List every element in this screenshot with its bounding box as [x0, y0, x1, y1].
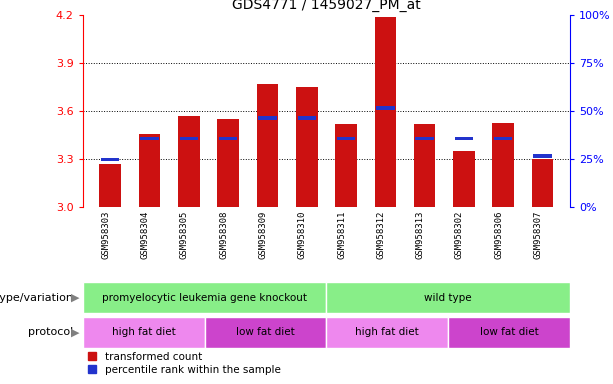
- Bar: [326, 282, 570, 313]
- Bar: [335, 124, 357, 207]
- Title: GDS4771 / 1459027_PM_at: GDS4771 / 1459027_PM_at: [232, 0, 421, 12]
- Bar: [492, 122, 514, 207]
- Bar: [257, 84, 278, 207]
- Text: GSM958305: GSM958305: [180, 211, 189, 259]
- Bar: [494, 137, 512, 140]
- Text: genotype/variation: genotype/variation: [0, 293, 77, 303]
- Text: ▶: ▶: [71, 293, 80, 303]
- Bar: [414, 124, 435, 207]
- Bar: [453, 151, 475, 207]
- Text: GSM958308: GSM958308: [219, 211, 228, 259]
- Bar: [448, 317, 570, 348]
- Text: high fat diet: high fat diet: [356, 327, 419, 337]
- Bar: [258, 116, 276, 119]
- Text: GSM958302: GSM958302: [455, 211, 464, 259]
- Bar: [140, 137, 159, 140]
- Bar: [297, 116, 316, 119]
- Bar: [533, 154, 552, 158]
- Bar: [101, 157, 120, 161]
- Bar: [531, 159, 554, 207]
- Text: GSM958307: GSM958307: [533, 211, 543, 259]
- Bar: [376, 106, 395, 110]
- Legend: transformed count, percentile rank within the sample: transformed count, percentile rank withi…: [88, 352, 281, 375]
- Bar: [219, 137, 237, 140]
- Text: GSM958304: GSM958304: [140, 211, 150, 259]
- Bar: [218, 119, 239, 207]
- Bar: [416, 137, 434, 140]
- Text: GSM958309: GSM958309: [259, 211, 267, 259]
- Text: high fat diet: high fat diet: [112, 327, 175, 337]
- Bar: [455, 137, 473, 140]
- Text: ▶: ▶: [71, 327, 80, 337]
- Bar: [83, 282, 326, 313]
- Bar: [375, 17, 396, 207]
- Text: low fat diet: low fat diet: [480, 327, 539, 337]
- Text: protocol: protocol: [28, 327, 77, 337]
- Text: GSM958310: GSM958310: [298, 211, 306, 259]
- Bar: [139, 134, 161, 207]
- Bar: [296, 88, 318, 207]
- Text: low fat diet: low fat diet: [236, 327, 295, 337]
- Text: wild type: wild type: [424, 293, 472, 303]
- Text: promyelocytic leukemia gene knockout: promyelocytic leukemia gene knockout: [102, 293, 307, 303]
- Bar: [178, 116, 200, 207]
- Bar: [83, 317, 205, 348]
- Text: GSM958306: GSM958306: [494, 211, 503, 259]
- Bar: [180, 137, 198, 140]
- Text: GSM958312: GSM958312: [376, 211, 386, 259]
- Bar: [205, 317, 327, 348]
- Bar: [337, 137, 356, 140]
- Text: GSM958313: GSM958313: [416, 211, 425, 259]
- Text: GSM958303: GSM958303: [101, 211, 110, 259]
- Bar: [99, 164, 121, 207]
- Bar: [326, 317, 448, 348]
- Text: GSM958311: GSM958311: [337, 211, 346, 259]
